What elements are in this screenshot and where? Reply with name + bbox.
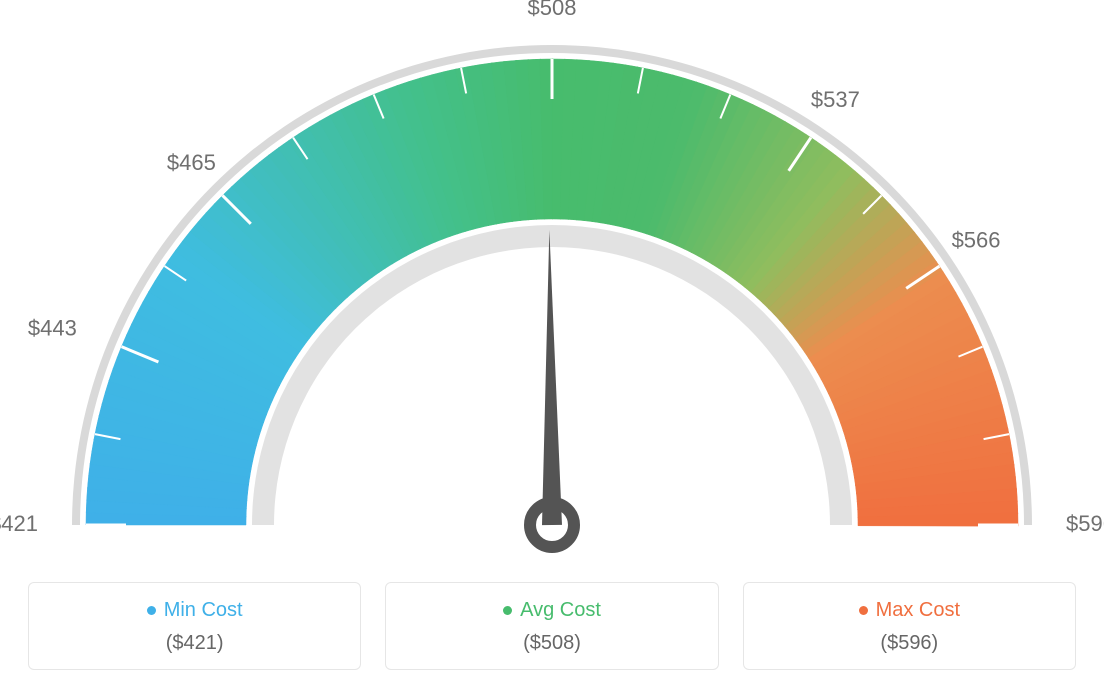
tick-label: $465 (167, 150, 216, 175)
legend-card-min: Min Cost ($421) (28, 582, 361, 670)
gauge: $421 $443 $465 $508 $537 $566 $596 (0, 0, 1104, 560)
cost-gauge-chart: $421 $443 $465 $508 $537 $566 $596 Min Cost ($… (0, 0, 1104, 690)
legend-value-min: ($421) (39, 632, 350, 655)
legend-row: Min Cost ($421) Avg Cost ($508) Max Cost… (0, 582, 1104, 670)
legend-card-max: Max Cost ($596) (743, 582, 1076, 670)
tick-label: $508 (528, 0, 577, 20)
legend-dot-min (147, 606, 156, 615)
legend-label-row: Max Cost (754, 599, 1065, 622)
tick-label: $596 (1066, 511, 1104, 536)
tick-label: $421 (0, 511, 38, 536)
legend-label-max: Max Cost (876, 599, 960, 622)
legend-card-avg: Avg Cost ($508) (385, 582, 718, 670)
legend-value-avg: ($508) (396, 632, 707, 655)
legend-value-max: ($596) (754, 632, 1065, 655)
tick-label: $566 (952, 227, 1001, 252)
legend-label-row: Avg Cost (396, 599, 707, 622)
legend-dot-max (859, 606, 868, 615)
legend-label-row: Min Cost (39, 599, 350, 622)
legend-label-avg: Avg Cost (520, 599, 601, 622)
tick-label: $537 (811, 87, 860, 112)
legend-dot-avg (503, 606, 512, 615)
legend-label-min: Min Cost (164, 599, 243, 622)
needle (542, 230, 562, 525)
gauge-svg: $421 $443 $465 $508 $537 $566 $596 (0, 0, 1104, 560)
tick-label: $443 (28, 316, 77, 341)
